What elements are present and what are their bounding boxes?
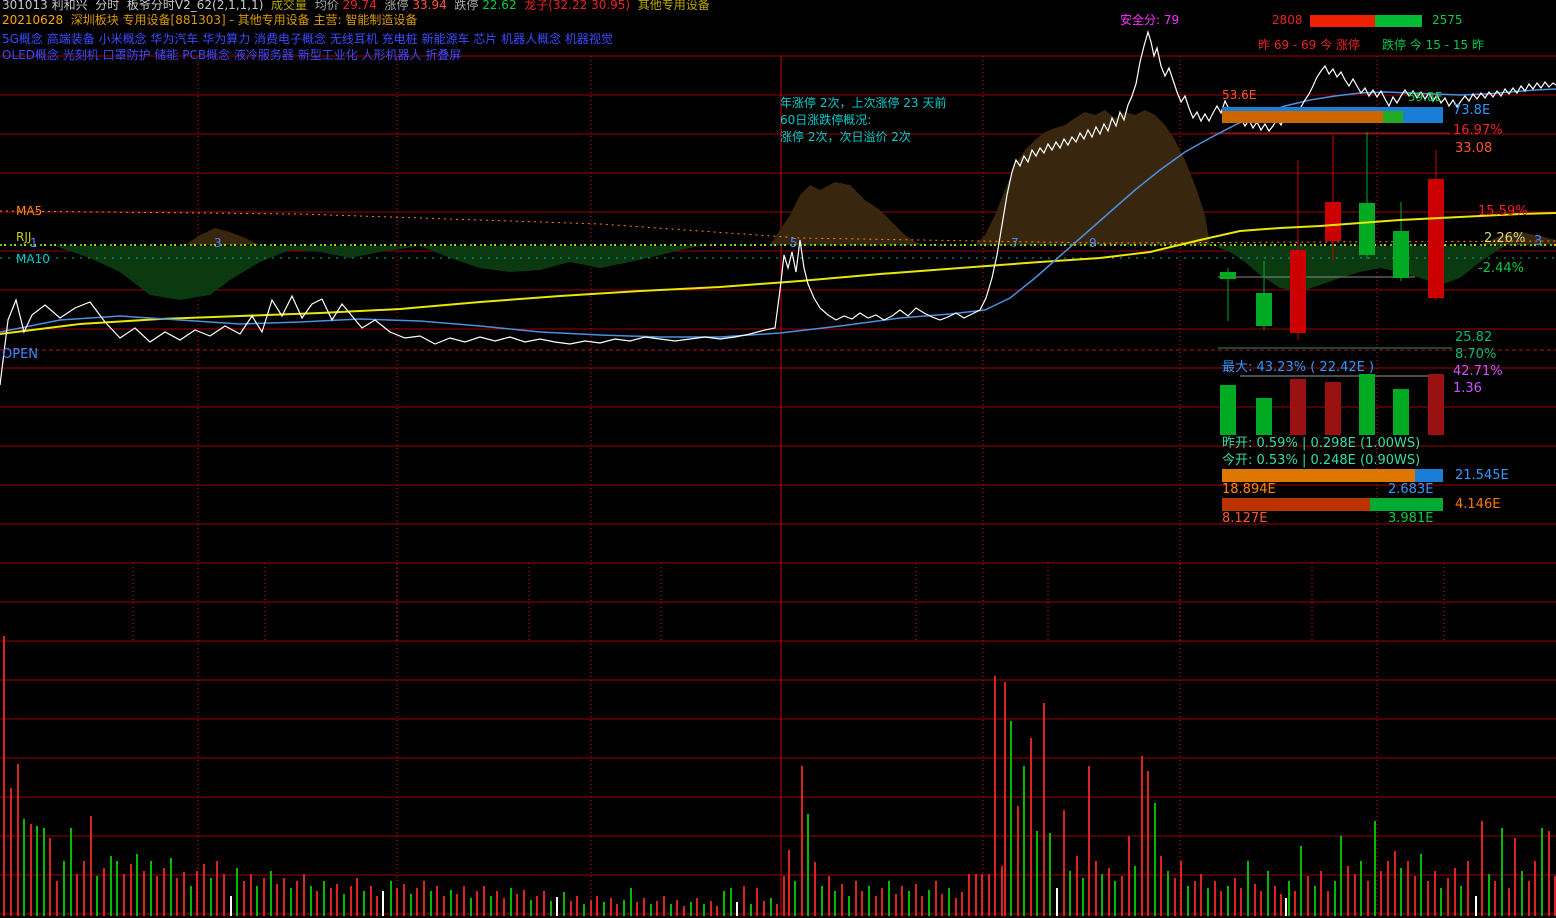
panel-top-strip bbox=[1222, 107, 1443, 111]
panel-price-low: 25.82 bbox=[1455, 330, 1493, 345]
panel-pct-right: 42.71% bbox=[1453, 364, 1503, 379]
panel-vol-right-value: 59.8E bbox=[1408, 90, 1443, 104]
panel-vol-total: 73.8E bbox=[1453, 103, 1491, 118]
panel-pct-mid-extra: 3 bbox=[1534, 234, 1543, 249]
stacked-bar1-orange bbox=[1222, 469, 1415, 482]
panel-stacked-bar-2 bbox=[1222, 498, 1443, 511]
safety-score: 安全分: 79 bbox=[1120, 13, 1180, 27]
trade-date: 20210628 bbox=[2, 13, 64, 27]
panel-bar2-right: 3.981E bbox=[1388, 511, 1434, 526]
stacked-bar2-green bbox=[1370, 498, 1443, 511]
dragon-values: 龙子(32.22 30.95) bbox=[524, 0, 631, 12]
day-marker: 7 bbox=[1011, 236, 1019, 250]
panel-vol-bar-green bbox=[1383, 111, 1403, 123]
open-label: OPEN bbox=[2, 347, 39, 362]
panel-bar1-right: 2.683E bbox=[1388, 482, 1434, 497]
panel-pct-low: -2.44% bbox=[1478, 261, 1524, 276]
panel-price-high: 33.08 bbox=[1455, 141, 1493, 156]
day-marker: 9 bbox=[1089, 236, 1097, 250]
concept-tags-row2[interactable]: OLED概念 光刻机 口罩防护 储能 PCB概念 液冷服务器 新型工业化 人形机… bbox=[2, 48, 462, 62]
panel-bar2-total: 4.146E bbox=[1455, 497, 1501, 512]
limit-down-label: 跌停 bbox=[454, 0, 479, 12]
limit-up-label: 涨停 bbox=[384, 0, 409, 12]
limit-down-detail: 跌停 今 15 - 15 昨 bbox=[1382, 38, 1484, 52]
panel-vol-bar-orange bbox=[1222, 111, 1383, 123]
board-sector-info[interactable]: 深圳板块 专用设备[881303] - 其他专用设备 主营: 智能制造设备 bbox=[70, 13, 418, 27]
panel-pct-upper: 15.59% bbox=[1478, 204, 1528, 219]
day-marker: 1 bbox=[30, 236, 38, 250]
panel-open-today: 今开: 0.53% | 0.248E (0.90WS) bbox=[1222, 453, 1421, 468]
ma10-label: MA10 bbox=[16, 252, 50, 266]
panel-ratio: 1.36 bbox=[1453, 381, 1482, 396]
panel-open-prev: 昨开: 0.59% | 0.298E (1.00WS) bbox=[1222, 436, 1421, 451]
panel-bar1-left: 18.894E bbox=[1222, 482, 1276, 497]
panel-bar2-left: 8.127E bbox=[1222, 511, 1268, 526]
avg-price-label: 均价 bbox=[314, 0, 339, 12]
stacked-bar1-blue bbox=[1415, 469, 1443, 482]
volume-tab-label[interactable]: 成交量 bbox=[271, 0, 308, 12]
view-mode-label[interactable]: 分时 bbox=[95, 0, 120, 12]
header-row1: 301013 利和兴 分时 板爷分时V2_62(2,1,1,1) 成交量 均价 … bbox=[2, 0, 710, 12]
panel-stacked-bar-1 bbox=[1222, 469, 1443, 482]
limit-up-annotation-line2: 60日涨跌停概况: bbox=[780, 113, 872, 127]
limit-up-value: 33.94 bbox=[412, 0, 447, 12]
limit-up-annotation-line3: 涨停 2次，次日溢价 2次 bbox=[780, 130, 911, 144]
down-ratio-segment bbox=[1375, 15, 1422, 27]
stacked-bar2-darkred bbox=[1222, 498, 1370, 511]
header-row2: 20210628 深圳板块 专用设备[881303] - 其他专用设备 主营: … bbox=[2, 13, 417, 27]
panel-pct-low2: 8.70% bbox=[1455, 347, 1497, 362]
down-count: 2575 bbox=[1432, 13, 1463, 27]
rjj-label: RJJ bbox=[16, 230, 32, 244]
concept-tags-row1[interactable]: 5G概念 高端装备 小米概念 华为汽车 华为算力 消费电子概念 无线耳机 充电桩… bbox=[2, 32, 613, 46]
avg-price-value: 29.74 bbox=[342, 0, 377, 12]
up-ratio-segment bbox=[1310, 15, 1375, 27]
up-count: 2808 bbox=[1272, 13, 1303, 27]
panel-bar1-total: 21.545E bbox=[1455, 468, 1509, 483]
ma5-label: MA5 bbox=[16, 204, 43, 218]
panel-pct-high: 16.97% bbox=[1453, 123, 1503, 138]
limit-up-annotation-line1: 年涨停 2次，上次涨停 23 天前 bbox=[780, 96, 947, 110]
stock-code-name[interactable]: 301013 利和兴 bbox=[2, 0, 88, 12]
industry-label[interactable]: 其他专用设备 bbox=[637, 0, 710, 12]
panel-vol-bar bbox=[1222, 111, 1443, 123]
panel-max-line: 最大: 43.23% ( 22.42E ) bbox=[1222, 360, 1375, 375]
day-marker: 5 bbox=[790, 236, 798, 250]
panel-pct-mid: 2.26% bbox=[1484, 231, 1526, 246]
limit-down-value: 22.62 bbox=[482, 0, 517, 12]
day-marker: 3 bbox=[214, 236, 222, 250]
panel-vol-bar-blue bbox=[1403, 111, 1443, 123]
up-down-ratio-bar bbox=[1310, 15, 1422, 27]
panel-vol-left-value: 53.6E bbox=[1222, 88, 1257, 102]
indicator-name[interactable]: 板爷分时V2_62(2,1,1,1) bbox=[126, 0, 264, 12]
limit-up-detail: 昨 69 - 69 今 涨停 bbox=[1258, 38, 1360, 52]
